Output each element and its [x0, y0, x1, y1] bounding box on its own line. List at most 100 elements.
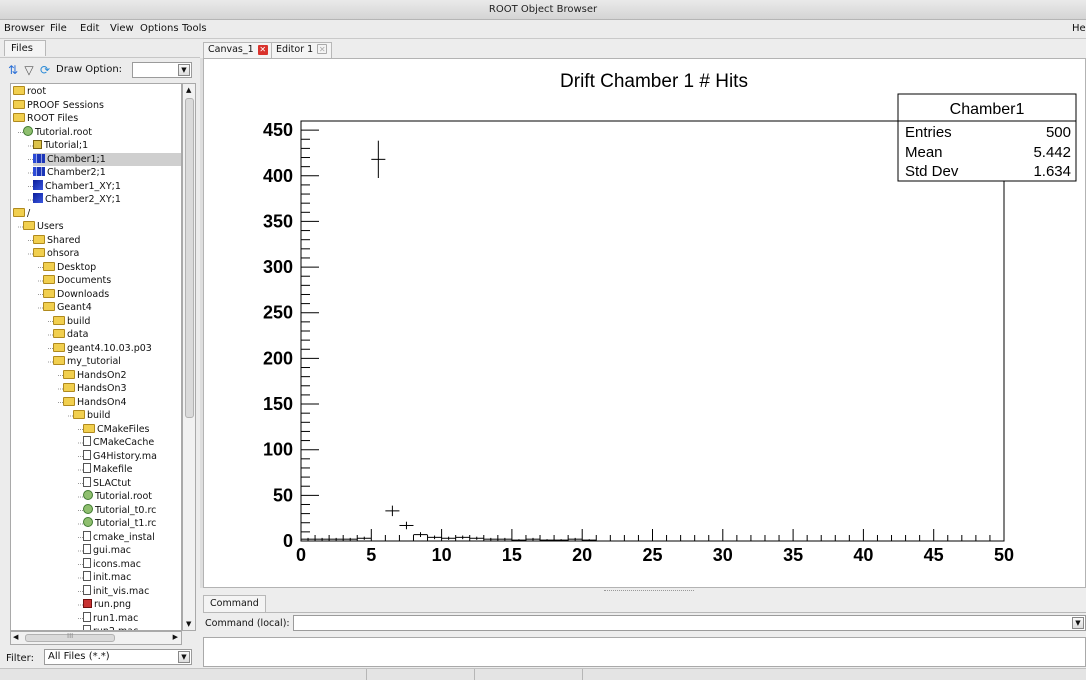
tree-item[interactable]: ROOT Files	[13, 112, 78, 125]
tab-files[interactable]: Files	[4, 40, 46, 56]
data-point	[343, 537, 358, 541]
tree-item[interactable]: CMakeCache	[83, 436, 154, 449]
tree-item-label: icons.mac	[93, 558, 141, 570]
tree-item[interactable]: HandsOn3	[63, 382, 127, 395]
tree-item[interactable]: Tutorial_t1.rc	[83, 517, 156, 530]
tree-item[interactable]: Tutorial.root	[83, 490, 152, 503]
tree-item-label: Geant4	[57, 302, 92, 313]
scroll-down-icon[interactable]: ▼	[186, 620, 192, 628]
tree-item-label: run1.mac	[93, 612, 139, 624]
status-bar	[0, 668, 1086, 680]
tree-item[interactable]: my_tutorial	[53, 355, 121, 368]
tree-item[interactable]: Chamber2;1	[33, 166, 106, 179]
hscroll-grip: III	[67, 632, 74, 640]
hscroll-thumb[interactable]	[25, 634, 115, 642]
tree-item[interactable]: SLACtut	[83, 476, 131, 490]
tree-item[interactable]: Downloads	[43, 288, 109, 301]
menu-help[interactable]: Help	[1072, 23, 1086, 34]
tree-item[interactable]: icons.mac	[83, 557, 141, 571]
file-icon	[83, 584, 91, 595]
tree-item[interactable]: Tutorial.root	[23, 125, 92, 139]
tree-item-label: run.png	[94, 599, 132, 610]
tree-item[interactable]: Tutorial_t0.rc	[83, 503, 157, 517]
tree-item-label: Desktop	[57, 261, 97, 273]
tree-item[interactable]: run1.mac	[83, 611, 139, 625]
canvas-resize-handle[interactable]	[604, 590, 694, 596]
histogram-1d-icon	[33, 167, 45, 176]
tree-item[interactable]: init.mac	[83, 571, 131, 584]
draw-option-select[interactable]: ▼	[132, 62, 192, 78]
tree-item[interactable]: CMakeFiles	[83, 423, 150, 436]
tree-item[interactable]: Users	[23, 220, 64, 233]
histogram-2d-icon	[33, 193, 43, 203]
tree-item[interactable]: run.png	[83, 598, 131, 611]
tree-item[interactable]: gui.mac	[83, 544, 131, 557]
tab-canvas-1[interactable]: Canvas_1 ✕	[203, 42, 273, 58]
chevron-down-icon[interactable]: ▼	[1072, 617, 1084, 629]
menu-edit[interactable]: Edit	[80, 23, 100, 34]
file-tree[interactable]: root PROOF Sessions ROOT Files Tutorial.roo…	[10, 83, 182, 631]
tree-item[interactable]: root	[13, 85, 46, 98]
chevron-down-icon[interactable]: ▼	[178, 64, 190, 76]
tree-item[interactable]: HandsOn2	[63, 369, 127, 382]
tree-item[interactable]: Makefile	[83, 463, 133, 476]
data-point	[399, 521, 414, 530]
tree-item-label: Shared	[47, 234, 81, 246]
scroll-thumb[interactable]	[185, 98, 194, 418]
filter-select[interactable]: All Files (*.*) ▼	[44, 649, 192, 665]
tree-item[interactable]: Geant4	[43, 301, 92, 314]
sort-icon[interactable]: ⇅	[7, 63, 19, 77]
tree-item[interactable]: build	[73, 409, 110, 422]
tree-item-label: CMakeFiles	[97, 423, 150, 435]
stats-box[interactable]: Chamber1 Entries 500 Mean 5.442 Std Dev …	[897, 93, 1077, 182]
tree-item[interactable]: data	[53, 328, 88, 341]
root-canvas[interactable]: Drift Chamber 1 # Hits 0 50 100 150 200 250 30…	[203, 58, 1086, 591]
tree-item[interactable]: geant4.10.03.p03	[53, 342, 152, 355]
filter-icon[interactable]: ▽	[24, 63, 34, 77]
menu-options[interactable]: Options	[140, 23, 179, 34]
tree-item[interactable]: run2.mac	[83, 625, 138, 630]
tree-item[interactable]: build	[53, 315, 90, 328]
tree-item[interactable]: cmake_instal	[83, 530, 155, 544]
tab-command[interactable]: Command	[203, 595, 266, 612]
tab-editor-1[interactable]: Editor 1 ✕	[271, 42, 333, 58]
tree-item[interactable]: Chamber1;1	[33, 152, 181, 166]
tree-item-label: Tutorial_t0.rc	[95, 504, 157, 516]
menu-tools[interactable]: Tools	[182, 23, 207, 34]
tree-item[interactable]: Desktop	[43, 261, 96, 274]
command-output[interactable]	[203, 637, 1086, 667]
tree-item[interactable]: Chamber2_XY;1	[33, 193, 121, 206]
stats-entries-label: Entries	[905, 124, 952, 141]
tree-item[interactable]: Tutorial;1	[33, 139, 88, 152]
panel-splitter[interactable]	[200, 58, 203, 588]
scroll-up-icon[interactable]: ▲	[186, 86, 192, 94]
close-icon[interactable]: ✕	[257, 45, 268, 55]
tree-item[interactable]: Documents	[43, 274, 111, 287]
folder-icon	[53, 342, 65, 352]
tree-horizontal-scrollbar[interactable]: ◀ III ▶	[10, 631, 182, 645]
tree-item[interactable]: /	[13, 207, 30, 220]
tree-item[interactable]: PROOF Sessions	[13, 99, 104, 112]
stats-entries-value: 500	[1046, 124, 1071, 141]
tree-item[interactable]: ohsora	[33, 247, 79, 260]
scroll-left-icon[interactable]: ◀	[13, 633, 19, 641]
menu-file[interactable]: File	[50, 23, 67, 34]
histogram-plot[interactable]: Drift Chamber 1 # Hits 05010015020025030…	[204, 59, 1086, 589]
stats-mean-value: 5.442	[1033, 144, 1071, 161]
command-input[interactable]: ▼	[293, 615, 1086, 631]
tree-item[interactable]: Chamber1_XY;1	[33, 179, 121, 193]
close-icon[interactable]: ✕	[317, 44, 328, 54]
tree-item[interactable]: init_vis.mac	[83, 584, 149, 598]
tree-vertical-scrollbar[interactable]: ▲ ▼	[182, 83, 196, 631]
tree-item[interactable]: Shared	[33, 234, 80, 247]
x-tick-label: 50	[994, 545, 1014, 565]
tree-item[interactable]: G4History.ma	[83, 449, 157, 463]
menu-browser[interactable]: Browser	[4, 23, 45, 34]
scroll-right-icon[interactable]: ▶	[172, 633, 178, 641]
tree-item[interactable]: HandsOn4	[63, 396, 127, 409]
folder-open-icon	[63, 396, 75, 406]
folder-open-icon	[13, 207, 25, 217]
menu-view[interactable]: View	[110, 23, 134, 34]
refresh-icon[interactable]: ⟳	[39, 63, 51, 77]
chevron-down-icon[interactable]: ▼	[178, 651, 190, 663]
